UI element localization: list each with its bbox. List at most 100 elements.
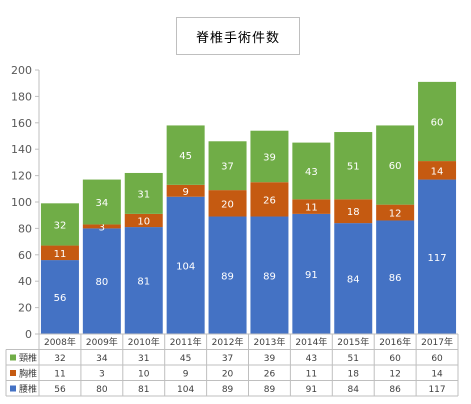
bar-segment <box>166 125 205 185</box>
table-cell: 32 <box>54 354 65 364</box>
bar-segment <box>208 141 247 191</box>
legend-swatch <box>10 354 16 361</box>
table-cell: 20 <box>222 370 234 380</box>
legend-swatch <box>10 385 16 392</box>
data-label: 56 <box>54 293 67 304</box>
y-tick-label: 120 <box>11 170 32 183</box>
table-cell: 43 <box>306 354 317 364</box>
data-label: 39 <box>263 152 276 163</box>
bar-segment <box>376 125 415 205</box>
bar-segment <box>40 245 79 261</box>
bar-segment <box>82 179 121 225</box>
bar-segment <box>292 213 331 334</box>
table-cell: 9 <box>183 370 189 380</box>
y-tick-label: 200 <box>11 64 32 77</box>
bar-segment <box>250 130 289 183</box>
data-label: 34 <box>95 198 108 209</box>
table-cell: 81 <box>138 385 149 395</box>
table-cell: 31 <box>138 354 149 364</box>
data-label: 45 <box>179 151 192 162</box>
bar-segment <box>250 182 289 217</box>
data-label: 31 <box>137 189 150 200</box>
data-label: 60 <box>431 117 444 128</box>
legend-swatch <box>10 370 16 376</box>
bar-segment <box>376 204 415 221</box>
table-cell: 117 <box>428 385 445 395</box>
legend-entry: 腰椎 <box>19 383 37 395</box>
data-label: 43 <box>305 167 318 178</box>
table-cell: 11 <box>54 370 65 380</box>
bar-segment <box>418 179 457 334</box>
data-label: 26 <box>263 195 276 206</box>
y-tick-label: 40 <box>18 275 32 288</box>
data-label: 84 <box>347 275 360 286</box>
y-tick-label: 160 <box>11 117 32 130</box>
table-cell: 12 <box>389 370 400 380</box>
x-tick-label: 2008年 <box>44 336 76 348</box>
x-tick-label: 2010年 <box>128 336 160 348</box>
table-cell: 51 <box>348 354 359 364</box>
bar-segment <box>82 224 121 229</box>
table-cell: 86 <box>389 385 401 395</box>
y-tick-label: 100 <box>11 196 32 209</box>
bar-segment <box>124 213 163 228</box>
bar-segment <box>250 216 289 334</box>
bar-segment <box>40 203 79 246</box>
bar-segment <box>166 196 205 334</box>
table-cell: 26 <box>264 370 276 380</box>
table-cell: 3 <box>99 370 105 380</box>
data-label: 32 <box>54 220 67 231</box>
table-cell: 11 <box>306 370 317 380</box>
data-label: 89 <box>221 271 234 282</box>
chart-title: 脊椎手術件数 <box>176 17 300 55</box>
x-tick-label: 2017年 <box>421 336 453 348</box>
x-tick-label: 2015年 <box>337 336 369 348</box>
x-tick-label: 2012年 <box>212 336 244 348</box>
x-tick-label: 2009年 <box>86 336 118 348</box>
table-cell: 84 <box>348 385 360 395</box>
bar-segment <box>376 220 415 334</box>
x-tick-label: 2013年 <box>253 336 285 348</box>
x-tick-label: 2016年 <box>379 336 411 348</box>
data-label: 117 <box>428 253 447 264</box>
x-tick-label: 2011年 <box>170 336 202 348</box>
table-cell: 45 <box>180 354 191 364</box>
data-label: 89 <box>263 271 276 282</box>
data-label: 11 <box>305 203 318 214</box>
data-label: 3 <box>99 222 105 233</box>
bar-segment <box>40 260 79 334</box>
table-cell: 39 <box>264 354 276 364</box>
bar-segment <box>418 81 457 162</box>
data-label: 86 <box>389 273 402 284</box>
table-cell: 89 <box>222 385 234 395</box>
bar-segment <box>334 132 373 200</box>
y-tick-label: 180 <box>11 90 32 103</box>
bar-segment <box>292 142 331 200</box>
bar-segment <box>208 190 247 217</box>
y-tick-label: 80 <box>18 222 32 235</box>
table-cell: 80 <box>96 385 108 395</box>
table-cell: 56 <box>54 385 66 395</box>
y-tick-label: 60 <box>18 249 32 262</box>
legend-entry: 胸椎 <box>19 368 37 380</box>
data-label: 18 <box>347 207 360 218</box>
data-label: 91 <box>305 270 318 281</box>
data-label: 10 <box>137 216 150 227</box>
table-cell: 60 <box>389 354 401 364</box>
bar-segment <box>124 172 163 214</box>
x-tick-label: 2014年 <box>295 336 327 348</box>
y-tick-label: 20 <box>18 302 32 315</box>
data-label: 37 <box>221 162 234 173</box>
data-label: 51 <box>347 162 360 173</box>
bar-segment <box>292 199 331 214</box>
table-cell: 14 <box>431 370 443 380</box>
data-label: 11 <box>54 249 67 260</box>
bar-segment <box>208 216 247 334</box>
data-label: 12 <box>389 209 402 220</box>
legend-entry: 頸椎 <box>19 352 37 364</box>
y-tick-label: 0 <box>25 328 32 341</box>
table-cell: 37 <box>222 354 233 364</box>
data-label: 9 <box>182 187 188 198</box>
bar-segment <box>334 223 373 334</box>
